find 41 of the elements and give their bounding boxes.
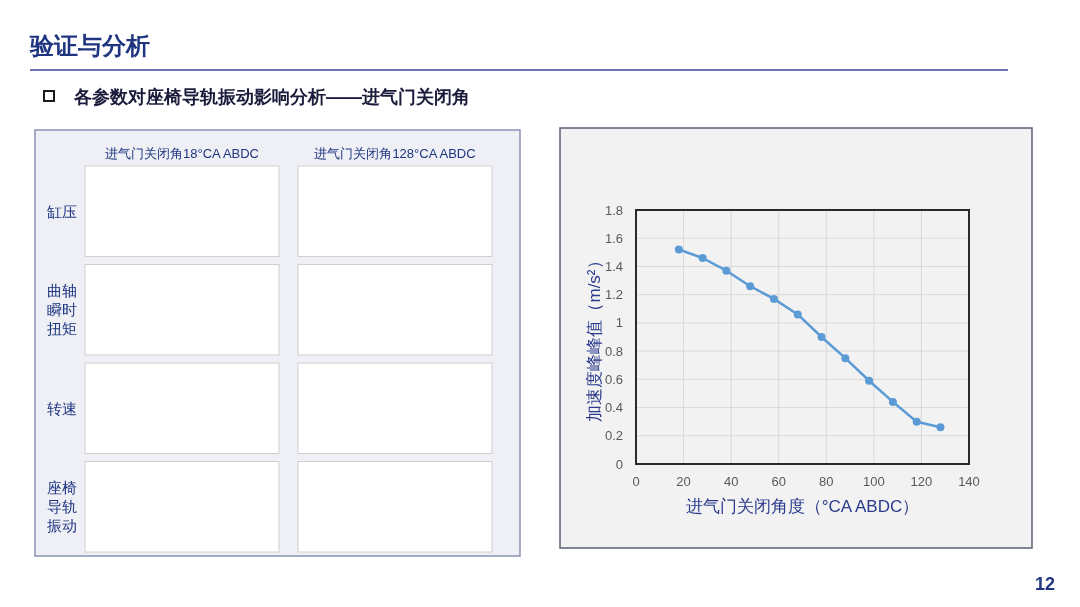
x-tick-label: 80 [819,474,834,489]
category-label: 转速 [47,399,77,417]
text: 12 [1034,574,1055,594]
x-tick-label: 100 [863,474,885,489]
point [865,376,874,385]
point [817,333,826,341]
x-tick-label: 140 [958,474,980,489]
x-tick-label: 120 [910,474,933,489]
x-tick-label: 40 [723,474,739,489]
category-label: 缸压 [47,202,77,220]
y-tick-label: 0.8 [604,343,623,359]
y-tick-label: 1.6 [604,230,623,246]
x-tick-label: 60 [771,474,786,489]
category-label: 进气门关闭角18°CA ABDC [104,146,260,161]
point [888,397,897,406]
text: 验证与分析 [29,32,150,59]
x-axis-title: 进气门关闭角度（°CA ABDC） [685,497,920,516]
y-tick-label: 0 [615,456,623,472]
point [746,282,755,291]
category-label: 进气门关闭角128°CA ABDC [314,146,476,161]
point [698,253,707,262]
point [912,417,921,426]
x-tick-label: 20 [676,474,691,489]
y-axis-title: 加速度峰峰值（m/s²） [585,252,604,422]
point [936,423,945,432]
y-tick-label: 1.8 [604,202,623,218]
point [769,294,778,303]
category-label: 座椅导轨振动 [47,479,77,534]
point [793,310,802,319]
x-tick-label: 0 [632,474,640,489]
point [722,266,731,275]
y-tick-label: 0.4 [604,400,623,416]
y-tick-label: 0.2 [604,428,623,444]
y-tick-label: 1 [615,315,623,331]
y-tick-label: 1.2 [604,287,623,303]
category-label: 曲轴瞬时扭矩 [47,282,77,337]
text: 各参数对座椅导轨振动影响分析——进气门关闭角 [73,87,470,107]
y-tick-label: 1.4 [604,258,623,274]
y-tick-label: 0.6 [604,371,623,387]
point [674,245,683,254]
point [841,354,850,363]
